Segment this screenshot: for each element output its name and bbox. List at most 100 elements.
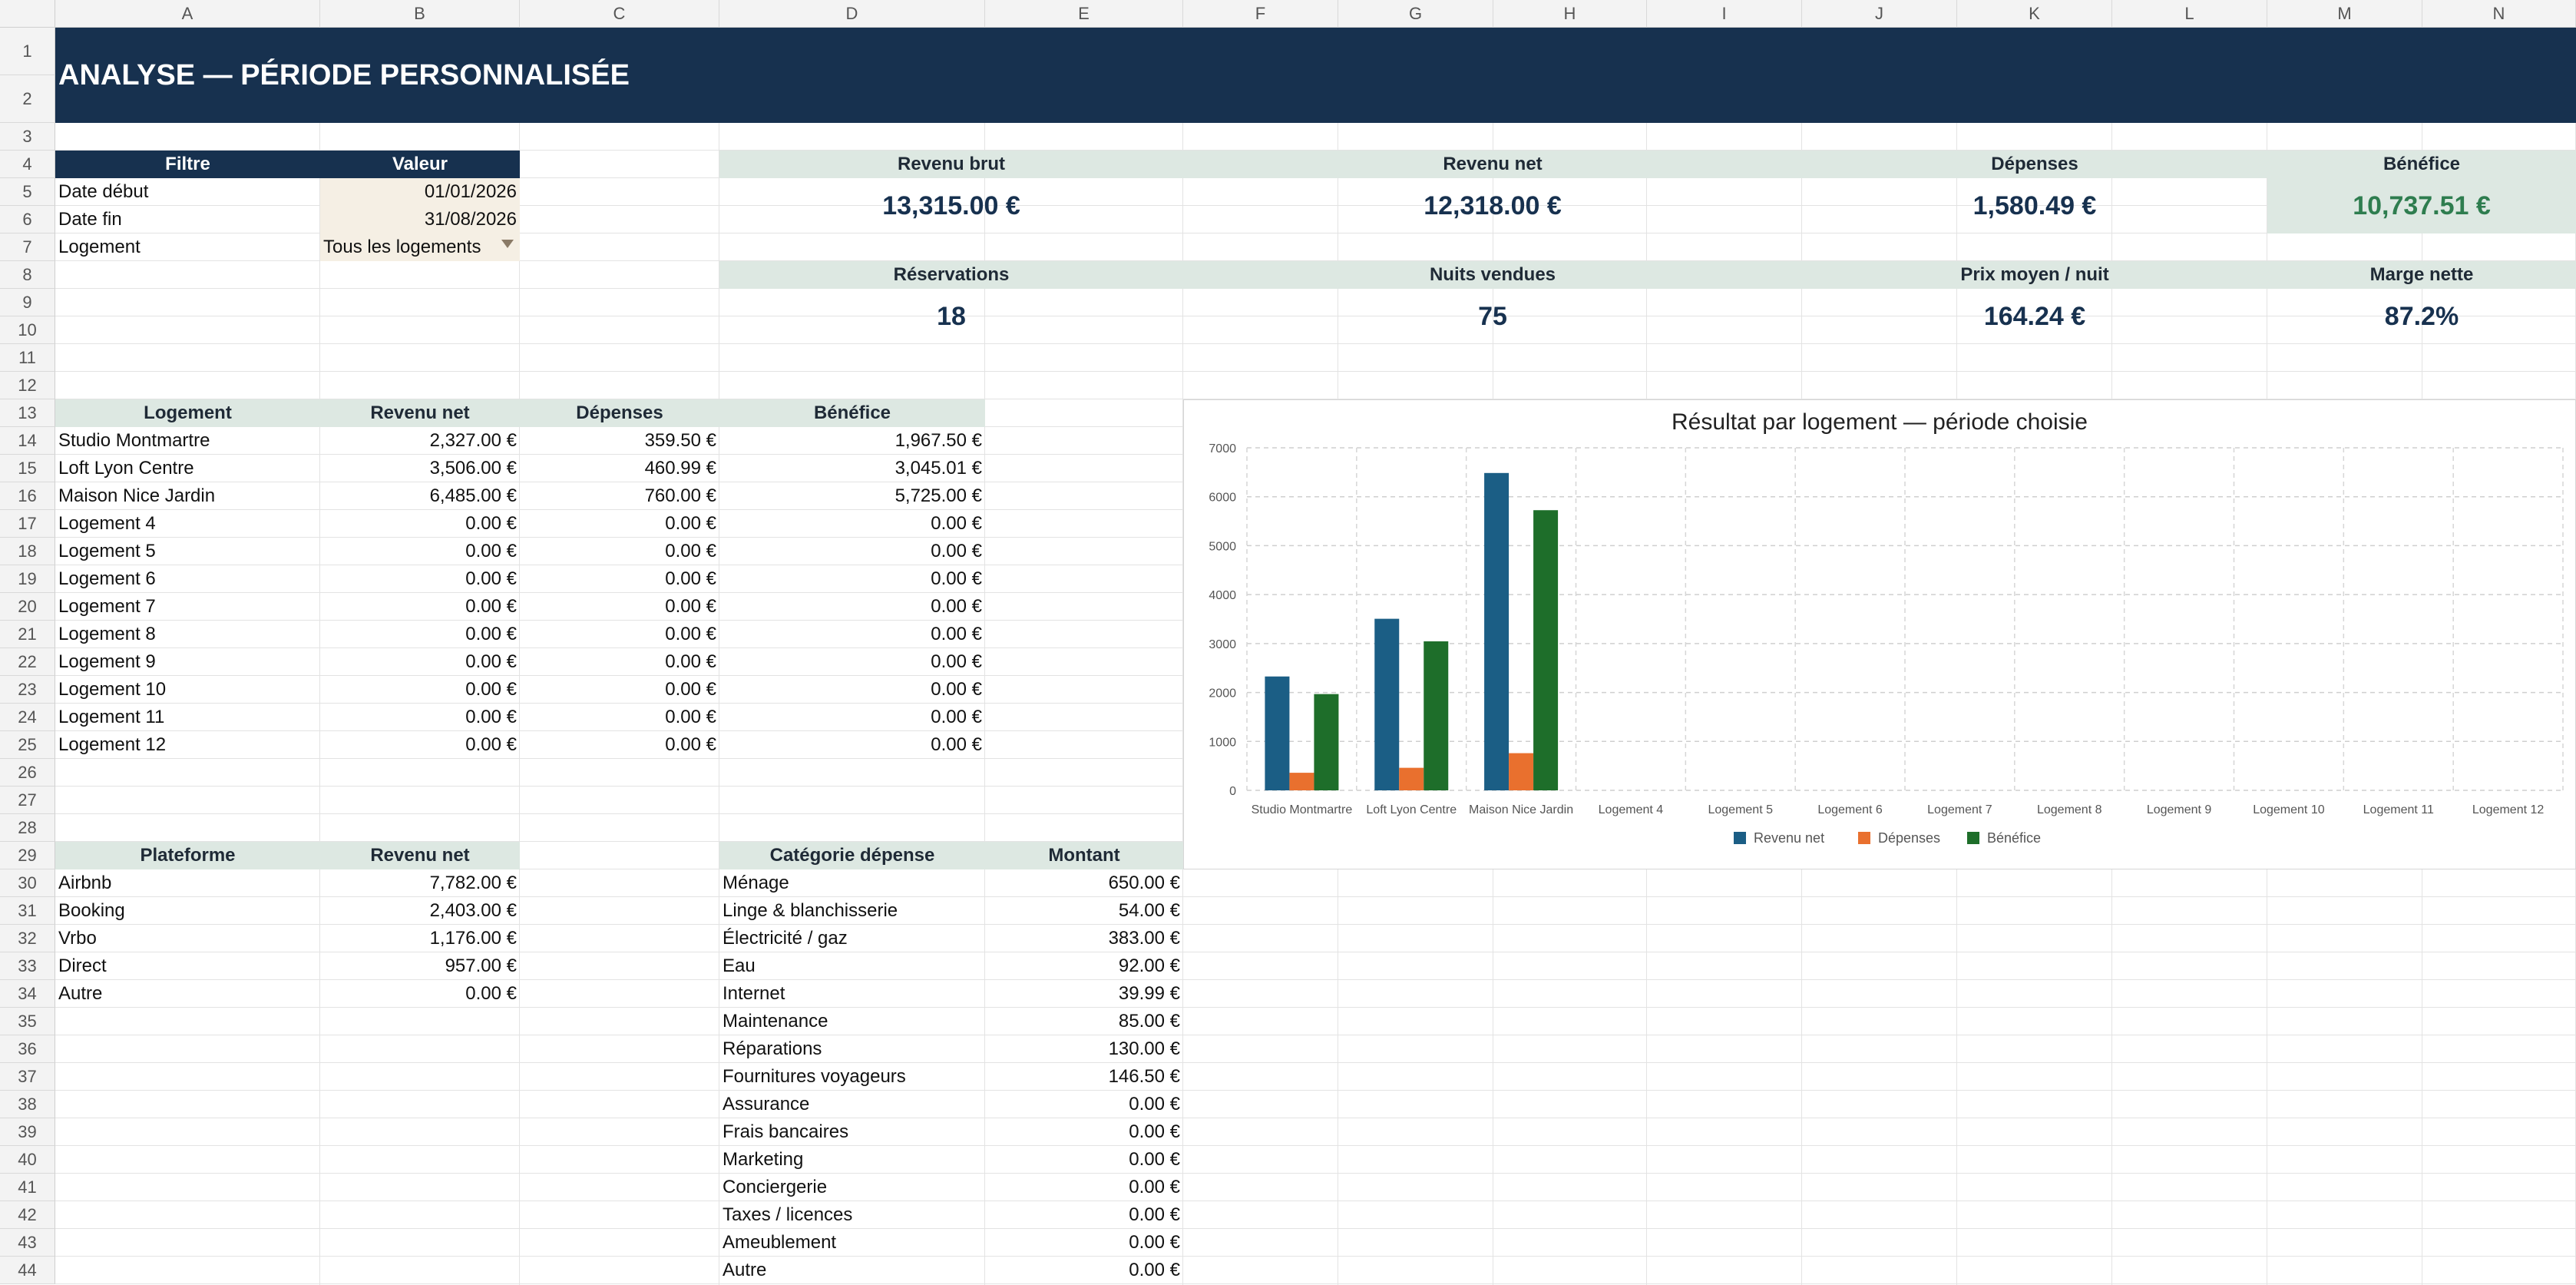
column-header-h[interactable]: H — [1493, 0, 1647, 28]
row-header-21[interactable]: 21 — [0, 621, 55, 648]
row-header-34[interactable]: 34 — [0, 980, 55, 1008]
logement-table-cell[interactable]: 0.00 € — [931, 679, 982, 700]
logement-table-cell[interactable]: 0.00 € — [665, 541, 716, 561]
platform-table-cell[interactable]: Booking — [58, 900, 125, 921]
expense-table-cell[interactable]: Maintenance — [723, 1011, 828, 1032]
expense-table-cell[interactable]: Électricité / gaz — [723, 928, 848, 949]
logement-table-cell[interactable]: Loft Lyon Centre — [58, 458, 194, 479]
expense-table-cell[interactable]: 92.00 € — [1118, 955, 1180, 976]
logement-table-cell[interactable]: 0.00 € — [931, 541, 982, 561]
logement-table-cell[interactable]: 460.99 € — [644, 458, 716, 479]
row-header-3[interactable]: 3 — [0, 123, 55, 151]
row-header-17[interactable]: 17 — [0, 510, 55, 538]
platform-table-cell[interactable]: Vrbo — [58, 928, 97, 949]
expense-table-cell[interactable]: Frais bancaires — [723, 1121, 849, 1142]
column-header-n[interactable]: N — [2422, 0, 2576, 28]
row-header-35[interactable]: 35 — [0, 1008, 55, 1035]
expense-table-cell[interactable]: Assurance — [723, 1094, 810, 1114]
logement-table-cell[interactable]: 2,327.00 € — [429, 430, 517, 451]
expense-table-cell[interactable]: Internet — [723, 983, 785, 1004]
expense-table-cell[interactable]: Fournitures voyageurs — [723, 1066, 906, 1087]
row-header-6[interactable]: 6 — [0, 206, 55, 233]
column-header-k[interactable]: K — [1957, 0, 2112, 28]
expense-table-cell[interactable]: Autre — [723, 1260, 767, 1280]
platform-table-cell[interactable]: 7,782.00 € — [429, 873, 517, 893]
row-header-12[interactable]: 12 — [0, 372, 55, 399]
logement-table-cell[interactable]: 3,045.01 € — [894, 458, 982, 479]
chart-panel[interactable]: Résultat par logement — période choisie 0… — [1183, 399, 2576, 869]
row-header-26[interactable]: 26 — [0, 759, 55, 787]
logement-table-cell[interactable]: 3,506.00 € — [429, 458, 517, 479]
row-header-44[interactable]: 44 — [0, 1257, 55, 1284]
row-header-24[interactable]: 24 — [0, 704, 55, 731]
logement-table-cell[interactable]: 0.00 € — [931, 568, 982, 589]
date-debut-input[interactable]: 01/01/2026 — [320, 178, 520, 206]
logement-table-cell[interactable]: 1,967.50 € — [894, 430, 982, 451]
logement-table-cell[interactable]: Logement 5 — [58, 541, 156, 561]
column-header-e[interactable]: E — [985, 0, 1183, 28]
row-header-38[interactable]: 38 — [0, 1091, 55, 1118]
row-header-2[interactable]: 2 — [0, 75, 55, 123]
row-header-13[interactable]: 13 — [0, 399, 55, 427]
platform-table-cell[interactable]: Autre — [58, 983, 103, 1004]
expense-table-cell[interactable]: Réparations — [723, 1038, 822, 1059]
logement-table-cell[interactable]: 0.00 € — [665, 596, 716, 617]
expense-table-cell[interactable]: Linge & blanchisserie — [723, 900, 898, 921]
row-header-14[interactable]: 14 — [0, 427, 55, 455]
column-header-b[interactable]: B — [320, 0, 520, 28]
row-header-40[interactable]: 40 — [0, 1146, 55, 1174]
row-header-1[interactable]: 1 — [0, 28, 55, 75]
expense-table-cell[interactable]: 0.00 € — [1129, 1177, 1180, 1197]
column-header-a[interactable]: A — [55, 0, 320, 28]
logement-table-cell[interactable]: 0.00 € — [465, 568, 517, 589]
row-header-36[interactable]: 36 — [0, 1035, 55, 1063]
platform-table-cell[interactable]: 2,403.00 € — [429, 900, 517, 921]
expense-table-cell[interactable]: Marketing — [723, 1149, 804, 1170]
logement-table-cell[interactable]: 0.00 € — [465, 707, 517, 727]
platform-table-cell[interactable]: 0.00 € — [465, 983, 517, 1004]
column-header-g[interactable]: G — [1338, 0, 1493, 28]
logement-table-cell[interactable]: 359.50 € — [644, 430, 716, 451]
sheet-corner[interactable] — [0, 0, 55, 28]
logement-table-cell[interactable]: 0.00 € — [465, 541, 517, 561]
row-header-31[interactable]: 31 — [0, 897, 55, 925]
row-header-41[interactable]: 41 — [0, 1174, 55, 1201]
logement-table-cell[interactable]: 0.00 € — [665, 624, 716, 644]
column-header-d[interactable]: D — [719, 0, 985, 28]
row-header-25[interactable]: 25 — [0, 731, 55, 759]
row-header-32[interactable]: 32 — [0, 925, 55, 952]
row-header-7[interactable]: 7 — [0, 233, 55, 261]
row-header-20[interactable]: 20 — [0, 593, 55, 621]
expense-table-cell[interactable]: Eau — [723, 955, 756, 976]
row-header-5[interactable]: 5 — [0, 178, 55, 206]
logement-table-cell[interactable]: 0.00 € — [665, 679, 716, 700]
logement-table-cell[interactable]: 0.00 € — [665, 513, 716, 534]
expense-table-cell[interactable]: 650.00 € — [1108, 873, 1180, 893]
row-header-9[interactable]: 9 — [0, 289, 55, 316]
logement-table-cell[interactable]: 0.00 € — [465, 734, 517, 755]
expense-table-cell[interactable]: Taxes / licences — [723, 1204, 853, 1225]
row-header-39[interactable]: 39 — [0, 1118, 55, 1146]
logement-table-cell[interactable]: 0.00 € — [465, 596, 517, 617]
platform-table-cell[interactable]: Airbnb — [58, 873, 112, 893]
logement-table-cell[interactable]: Studio Montmartre — [58, 430, 210, 451]
logement-table-cell[interactable]: 0.00 € — [665, 707, 716, 727]
expense-table-cell[interactable]: 0.00 € — [1129, 1232, 1180, 1253]
expense-table-cell[interactable]: Ameublement — [723, 1232, 837, 1253]
row-header-37[interactable]: 37 — [0, 1063, 55, 1091]
logement-table-cell[interactable]: 0.00 € — [465, 513, 517, 534]
logement-table-cell[interactable]: 760.00 € — [644, 485, 716, 506]
column-header-m[interactable]: M — [2267, 0, 2422, 28]
row-header-10[interactable]: 10 — [0, 316, 55, 344]
logement-table-cell[interactable]: Logement 6 — [58, 568, 156, 589]
chevron-down-icon[interactable] — [501, 240, 514, 248]
expense-table-cell[interactable]: 0.00 € — [1129, 1204, 1180, 1225]
date-fin-input[interactable]: 31/08/2026 — [320, 206, 520, 233]
logement-table-cell[interactable]: Logement 9 — [58, 651, 156, 672]
logement-table-cell[interactable]: 0.00 € — [465, 624, 517, 644]
row-header-29[interactable]: 29 — [0, 842, 55, 869]
logement-table-cell[interactable]: 6,485.00 € — [429, 485, 517, 506]
expense-table-cell[interactable]: 0.00 € — [1129, 1149, 1180, 1170]
platform-table-cell[interactable]: Direct — [58, 955, 107, 976]
column-header-j[interactable]: J — [1802, 0, 1957, 28]
